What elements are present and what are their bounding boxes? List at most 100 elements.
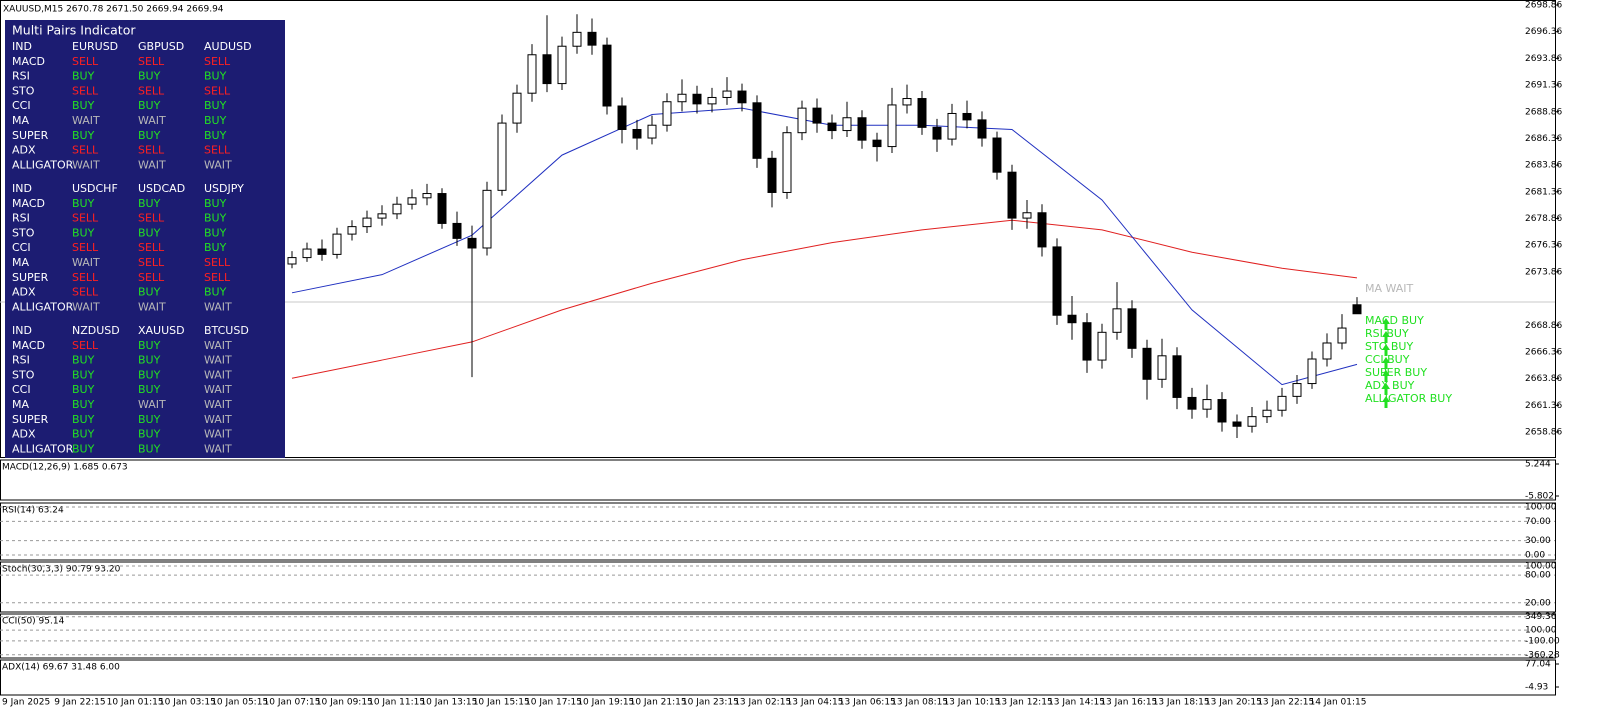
candle-body (1262, 409, 1272, 418)
candle-body (317, 248, 327, 255)
candle-body (1007, 171, 1017, 219)
signal-label: MA WAIT (1365, 282, 1414, 295)
signal-cell: BUY (204, 286, 227, 299)
indicator-name: STO (12, 226, 35, 239)
y-tick-label: 2688.86 (1525, 107, 1562, 117)
y-tick-label: -4.93 (1525, 683, 1548, 693)
y-tick-label: 2663.86 (1525, 374, 1562, 384)
indicator-name: RSI (12, 212, 30, 225)
candle-body (812, 107, 822, 124)
signal-cell: BUY (72, 129, 95, 142)
indicator-name: ALLIGATOR (12, 442, 74, 455)
signal-cell: BUY (138, 354, 161, 367)
signal-cell: BUY (138, 339, 161, 352)
candle-body (872, 139, 882, 148)
panel-header: USDCAD (138, 182, 185, 195)
x-tick-label: 13 Jan 12:15 (996, 698, 1053, 708)
candle-body (932, 126, 942, 140)
y-tick-label: 2693.86 (1525, 54, 1562, 64)
x-tick-label: 13 Jan 06:15 (839, 698, 896, 708)
candle-body (1337, 327, 1347, 344)
candle-body (647, 124, 657, 139)
x-tick-label: 10 Jan 15:15 (473, 698, 530, 708)
signal-cell: BUY (138, 368, 161, 381)
indicator-name: ALLIGATOR (12, 158, 74, 171)
y-tick-label: 5.244 (1525, 459, 1551, 469)
signal-cell: SELL (138, 256, 165, 269)
signal-cell: WAIT (204, 398, 232, 411)
signal-cell: BUY (204, 129, 227, 142)
signal-cell: SELL (138, 271, 165, 284)
signal-cell: SELL (72, 286, 99, 299)
candle-body (1037, 212, 1047, 248)
indicator-label: ADX(14) 69.67 31.48 6.00 (2, 663, 120, 673)
indicator-name: SUPER (12, 129, 49, 142)
signal-arrows (1382, 318, 1390, 408)
signal-cell: BUY (138, 442, 161, 455)
candle-body (962, 112, 972, 121)
candle-body (1322, 342, 1332, 360)
x-tick-label: 10 Jan 17:15 (525, 698, 582, 708)
signal-cell: WAIT (204, 442, 232, 455)
candle-body (1157, 355, 1167, 380)
candle-body (1097, 331, 1107, 361)
panel-header: XAUUSD (138, 324, 185, 337)
candle-body (1292, 383, 1302, 397)
signal-cell: BUY (72, 70, 95, 83)
candle-body (722, 90, 732, 98)
signal-cell: BUY (72, 99, 95, 112)
candle-body (692, 93, 702, 105)
y-tick-label: 2661.36 (1525, 401, 1562, 411)
y-tick-label: 80.00 (1525, 571, 1551, 581)
y-tick-label: 2696.36 (1525, 27, 1562, 37)
x-tick-label: 10 Jan 05:15 (211, 698, 268, 708)
y-tick-label: -100.00 (1525, 636, 1560, 646)
indicator-name: MACD (12, 339, 45, 352)
y-tick-label: 2676.36 (1525, 241, 1562, 251)
candle-body (392, 203, 402, 215)
y-tick-label: 349.36 (1525, 612, 1557, 622)
signal-cell: WAIT (204, 368, 232, 381)
indicator-name: CCI (12, 99, 31, 112)
x-tick-label: 10 Jan 03:15 (159, 698, 216, 708)
indicator-name: ADX (12, 144, 36, 157)
y-tick-label: 2681.36 (1525, 187, 1562, 197)
symbol-header: XAUUSD,M15 2670.78 2671.50 2669.94 2669.… (3, 5, 224, 15)
y-tick-label: -360.28 (1525, 650, 1560, 660)
signal-cell: BUY (138, 428, 161, 441)
candle-body (572, 31, 582, 47)
y-tick-label: 2683.86 (1525, 161, 1562, 171)
candle-body (797, 107, 807, 134)
signal-cell: BUY (204, 70, 227, 83)
panel-header: BTCUSD (204, 324, 249, 337)
signal-cell: WAIT (204, 300, 232, 313)
indicator-name: MA (12, 398, 29, 411)
x-tick-label: 10 Jan 01:15 (107, 698, 164, 708)
candle-body (527, 54, 537, 94)
x-tick-label: 10 Jan 23:15 (682, 698, 739, 708)
signal-cell: SELL (204, 55, 231, 68)
y-tick-label: 30.00 (1525, 536, 1551, 546)
x-tick-label: 10 Jan 07:15 (264, 698, 321, 708)
candle-body (902, 98, 912, 106)
signal-cell: BUY (204, 99, 227, 112)
candle-body (332, 233, 342, 255)
y-tick-label: 100.00 (1525, 561, 1557, 571)
indicator-name: SUPER (12, 271, 49, 284)
panel-header: IND (12, 40, 32, 53)
signal-cell: SELL (72, 144, 99, 157)
y-tick-label: 100.00 (1525, 626, 1557, 636)
x-tick-label: 10 Jan 09:15 (316, 698, 373, 708)
x-tick-label: 9 Jan 22:15 (54, 698, 105, 708)
candle-body (587, 31, 597, 46)
signal-cell: BUY (72, 413, 95, 426)
y-tick-label: 2691.36 (1525, 81, 1562, 91)
indicator-name: ADX (12, 286, 36, 299)
x-tick-label: 13 Jan 10:15 (943, 698, 1000, 708)
y-tick-label: 100.00 (1525, 502, 1557, 512)
signal-cell: BUY (72, 197, 95, 210)
x-tick-label: 13 Jan 08:15 (891, 698, 948, 708)
indicator-label: Stoch(30,3,3) 90.79 93.20 (2, 565, 121, 575)
candle-body (1052, 246, 1062, 316)
